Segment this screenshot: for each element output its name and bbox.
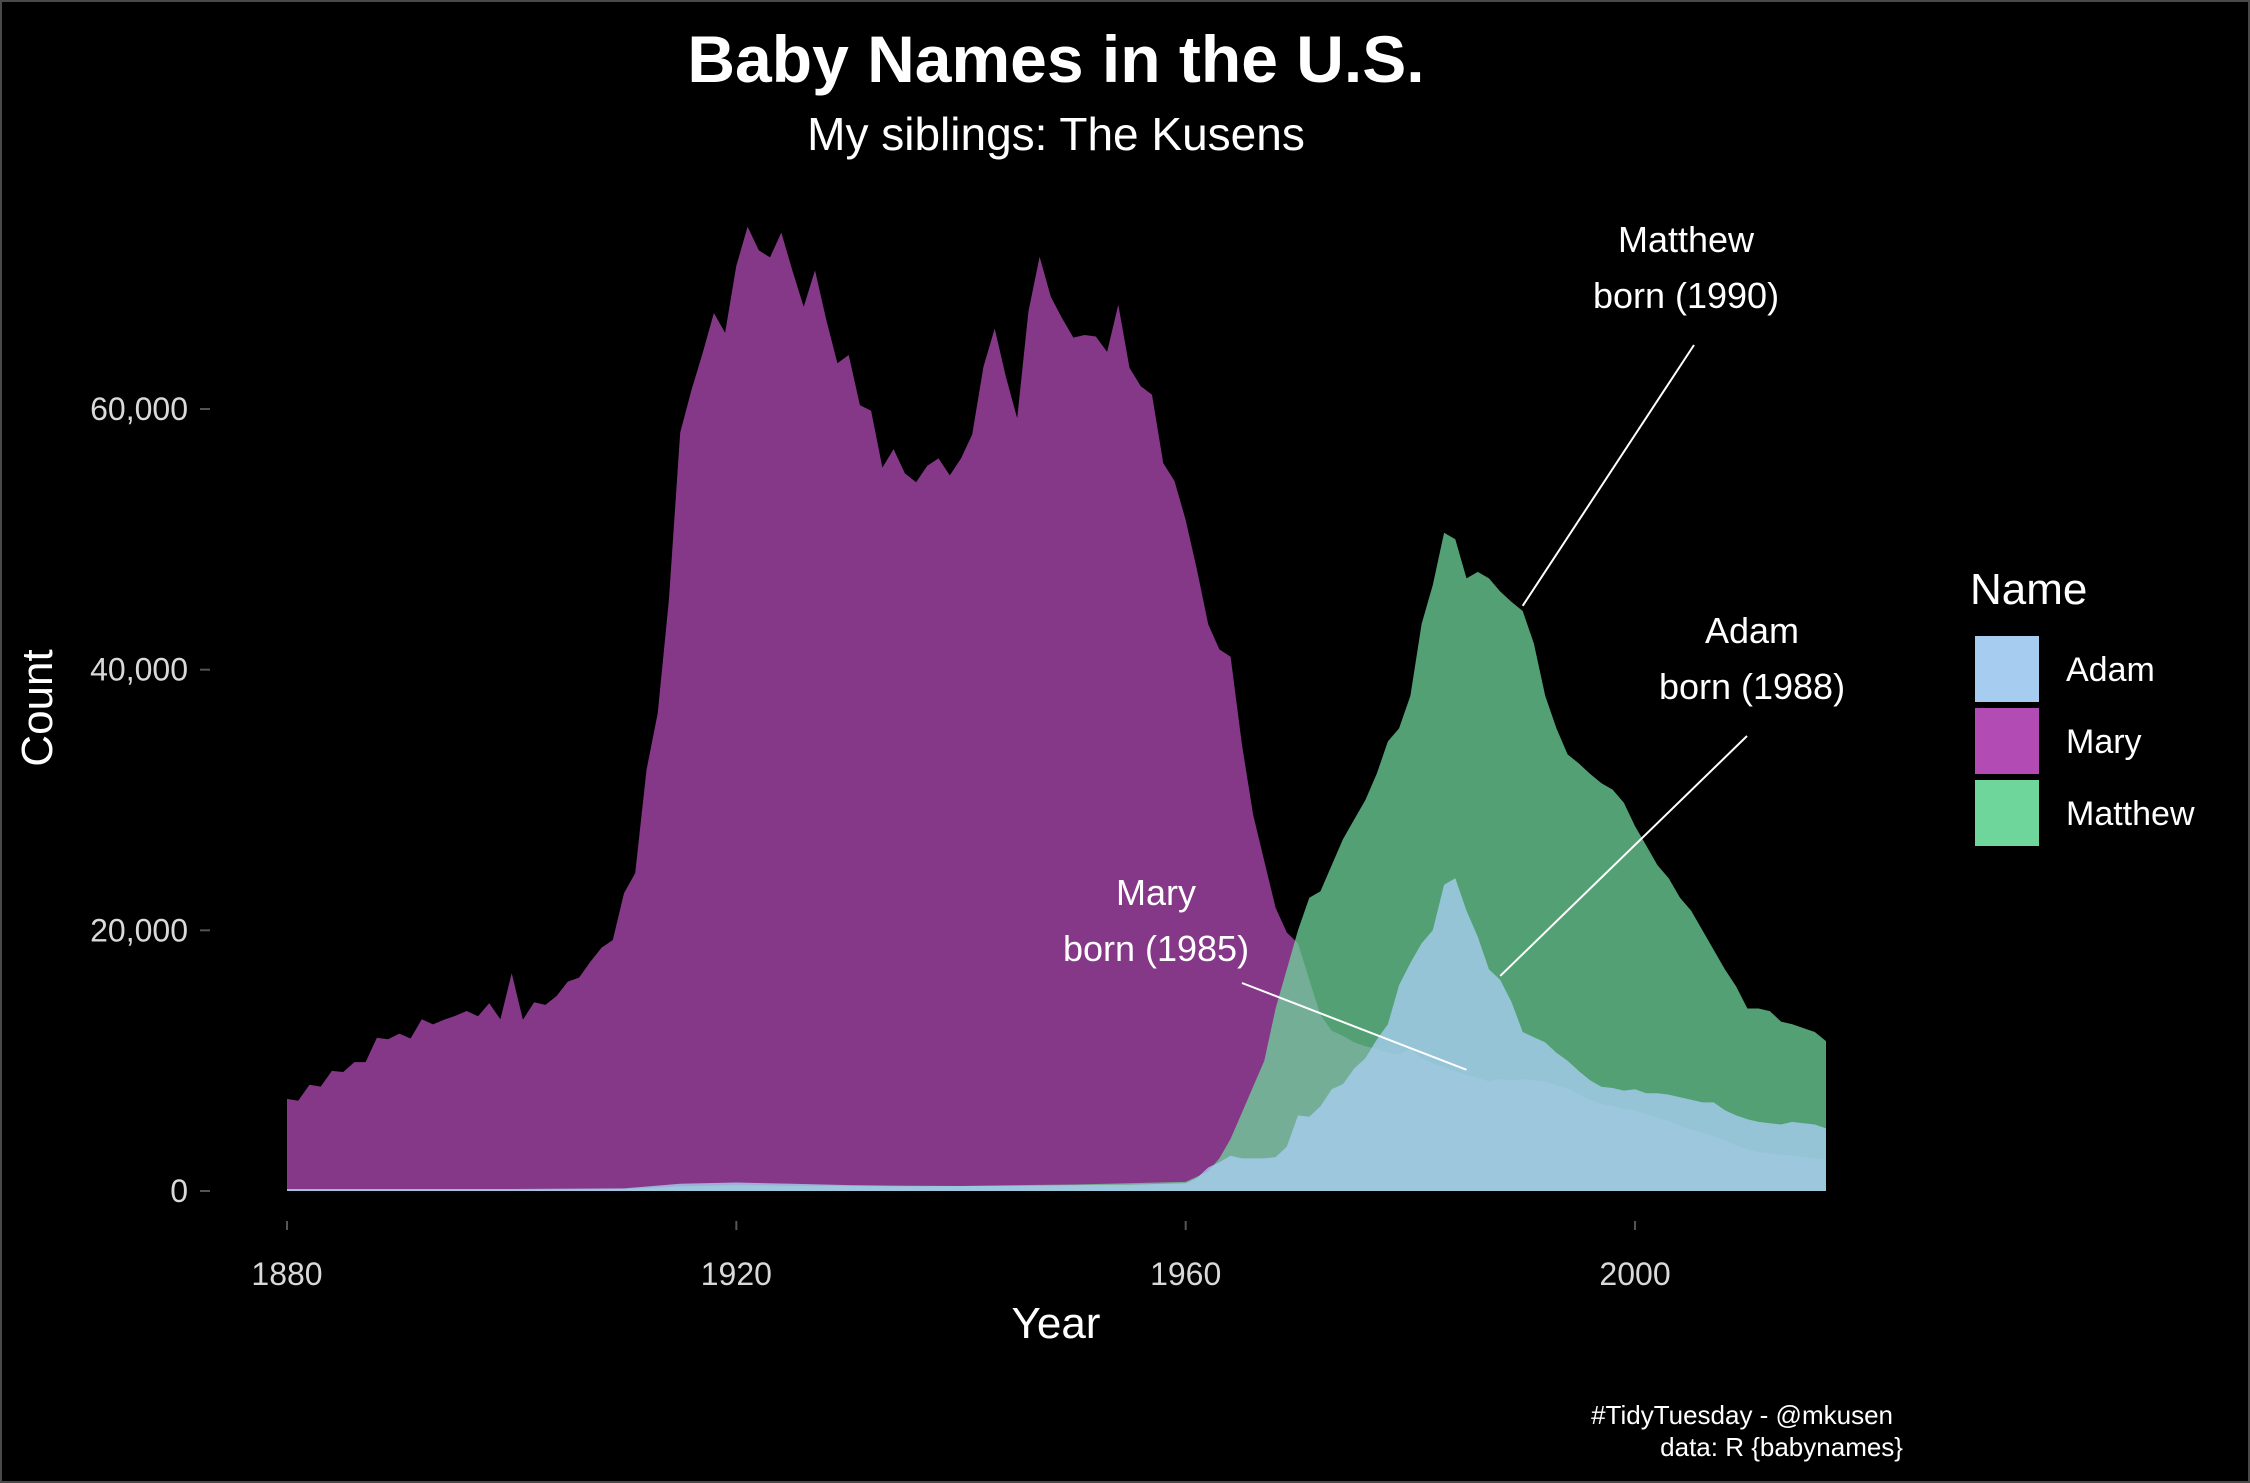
y-tick-label: 0 (170, 1173, 188, 1209)
annotations: Mary born (1985) Adam born (1988) Matthew bor… (1063, 219, 1845, 1071)
legend-swatch-mary (1975, 708, 2039, 774)
legend-label-mary: Mary (2066, 723, 2142, 761)
annotation-label-matthew: Matthew (1618, 219, 1755, 260)
chart-title: Baby Names in the U.S. (687, 22, 1424, 96)
x-tick-label: 2000 (1599, 1256, 1670, 1292)
area-adam (287, 878, 1826, 1191)
annotation-label-adam: born (1988) (1659, 666, 1845, 707)
y-axis: 0 20,000 40,000 60,000 (90, 391, 210, 1209)
annotation-label-matthew: born (1990) (1593, 275, 1779, 316)
annotation-line-adam (1499, 735, 1748, 977)
annotation-label-mary: Mary (1116, 872, 1196, 913)
annotation-line-matthew (1521, 344, 1695, 607)
x-tick-label: 1920 (701, 1256, 772, 1292)
caption-line-2: data: R {babynames} (1660, 1432, 1903, 1462)
y-tick-label: 40,000 (90, 652, 188, 688)
caption-line-1: #TidyTuesday - @mkusen (1591, 1400, 1893, 1430)
legend: Name Adam Mary Matthew (1970, 565, 2195, 846)
area-mary (287, 226, 1826, 1192)
legend-label-adam: Adam (2066, 651, 2155, 689)
x-axis: 1880 1920 1960 2000 (251, 1221, 1671, 1292)
legend-title: Name (1970, 565, 2087, 614)
y-axis-title: Count (13, 649, 62, 766)
legend-label-matthew: Matthew (2066, 795, 2195, 833)
legend-swatch-adam (1975, 636, 2039, 702)
legend-swatch-matthew (1975, 780, 2039, 846)
x-tick-label: 1960 (1150, 1256, 1221, 1292)
annotation-line-mary (1241, 982, 1467, 1071)
y-tick-label: 20,000 (90, 912, 188, 948)
chart-subtitle: My siblings: The Kusens (807, 108, 1305, 160)
x-axis-title: Year (1012, 1299, 1101, 1348)
y-tick-label: 60,000 (90, 391, 188, 427)
annotation-label-adam: Adam (1705, 610, 1799, 651)
x-tick-label: 1880 (251, 1256, 322, 1292)
annotation-label-mary: born (1985) (1063, 928, 1249, 969)
area-layer (287, 226, 1826, 1192)
